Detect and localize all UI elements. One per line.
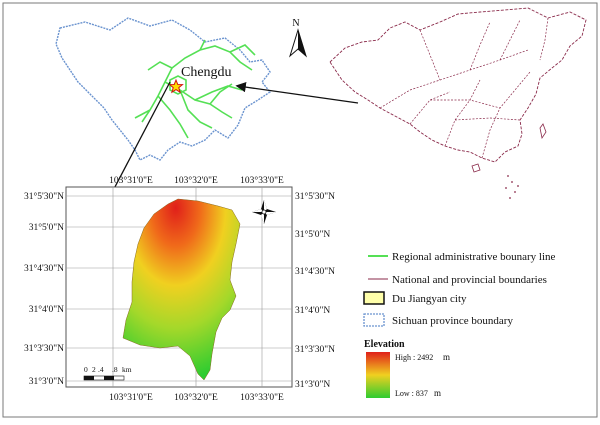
china-map (329, 7, 587, 199)
tick-top-3: 103°33'0"E (240, 175, 284, 186)
chengdu-label: Chengdu (181, 65, 232, 80)
tick-left-3: 31°4'30"N (24, 263, 64, 274)
hainan-island (471, 163, 481, 173)
sichuan-boundary (55, 17, 272, 161)
tick-right-1: 31°5'30"N (295, 191, 335, 202)
south-sea-islands (505, 175, 519, 199)
regional-boundaries (134, 39, 256, 139)
right-tick-labels: 31°5'30"N 31°5'0"N 31°4'30"N 31°4'0"N 31… (295, 191, 335, 390)
china-provinces (379, 17, 549, 159)
bottom-tick-labels: 103°31'0"E 103°32'0"E 103°33'0"E (109, 392, 284, 403)
legend: Regional administrative bounary line Nat… (363, 251, 556, 398)
inset-map: 0 2 .4 .8 km (65, 186, 293, 388)
chengdu-region (169, 75, 187, 95)
tick-top-1: 103°31'0"E (109, 175, 153, 186)
elevation-low-unit: m (434, 388, 441, 398)
tick-left-4: 31°4'0"N (29, 304, 64, 315)
tick-bottom-2: 103°32'0"E (174, 392, 218, 403)
scale-label-2: .4 (98, 365, 104, 374)
tick-left-6: 31°3'0"N (29, 376, 64, 387)
legend-item-sichuan: Sichuan province boundary (363, 313, 513, 327)
tick-right-2: 31°5'0"N (295, 229, 330, 240)
legend-label-sichuan: Sichuan province boundary (392, 315, 513, 327)
tick-bottom-3: 103°33'0"E (240, 392, 284, 403)
legend-label-dujiangyan: Du Jiangyan city (392, 293, 467, 305)
tick-left-1: 31°5'30"N (24, 191, 64, 202)
tick-top-2: 103°32'0"E (174, 175, 218, 186)
elevation-low-label: Low : 837 (395, 389, 428, 398)
scale-label-1: 2 (92, 365, 96, 374)
top-tick-labels: 103°31'0"E 103°32'0"E 103°33'0"E (109, 175, 284, 186)
legend-label-national: National and provincial boundaries (392, 274, 547, 286)
tick-left-2: 31°5'0"N (29, 222, 64, 233)
left-tick-labels: 31°5'30"N 31°5'0"N 31°4'30"N 31°4'0"N 31… (24, 191, 64, 387)
scale-bar: 0 2 .4 .8 km (83, 365, 132, 381)
tick-right-6: 31°3'0"N (295, 379, 330, 390)
scale-label-3: .8 (112, 365, 118, 374)
tick-right-5: 31°3'30"N (295, 344, 335, 355)
sichuan-province: Chengdu (55, 17, 272, 161)
scale-label-0: 0 (84, 365, 88, 374)
elevation-title: Elevation (364, 339, 405, 350)
tick-bottom-1: 103°31'0"E (109, 392, 153, 403)
chengdu-to-inset-arrow (104, 81, 171, 207)
compass-rose-icon (252, 200, 276, 224)
chengdu-star-icon (168, 78, 184, 94)
tick-right-3: 31°4'30"N (295, 266, 335, 277)
north-arrow-icon: N (289, 18, 307, 58)
legend-label-regional: Regional administrative bounary line (392, 251, 556, 263)
tick-right-4: 31°4'0"N (295, 305, 330, 316)
china-to-sichuan-arrow (235, 81, 359, 104)
legend-item-national-line: National and provincial boundaries (368, 274, 547, 286)
dujiangyan-elevation-area (122, 198, 241, 381)
tick-left-5: 31°3'30"N (24, 343, 64, 354)
scale-unit: km (122, 365, 132, 374)
north-label: N (292, 18, 299, 29)
elevation-high-unit: m (443, 352, 450, 362)
legend-item-regional-line: Regional administrative bounary line (368, 251, 556, 263)
taiwan-island (539, 123, 547, 140)
legend-item-dujiangyan: Du Jiangyan city (363, 291, 467, 305)
china-outline (329, 7, 587, 163)
elevation-high-label: High : 2492 (395, 353, 433, 362)
elevation-ramp (366, 352, 390, 398)
